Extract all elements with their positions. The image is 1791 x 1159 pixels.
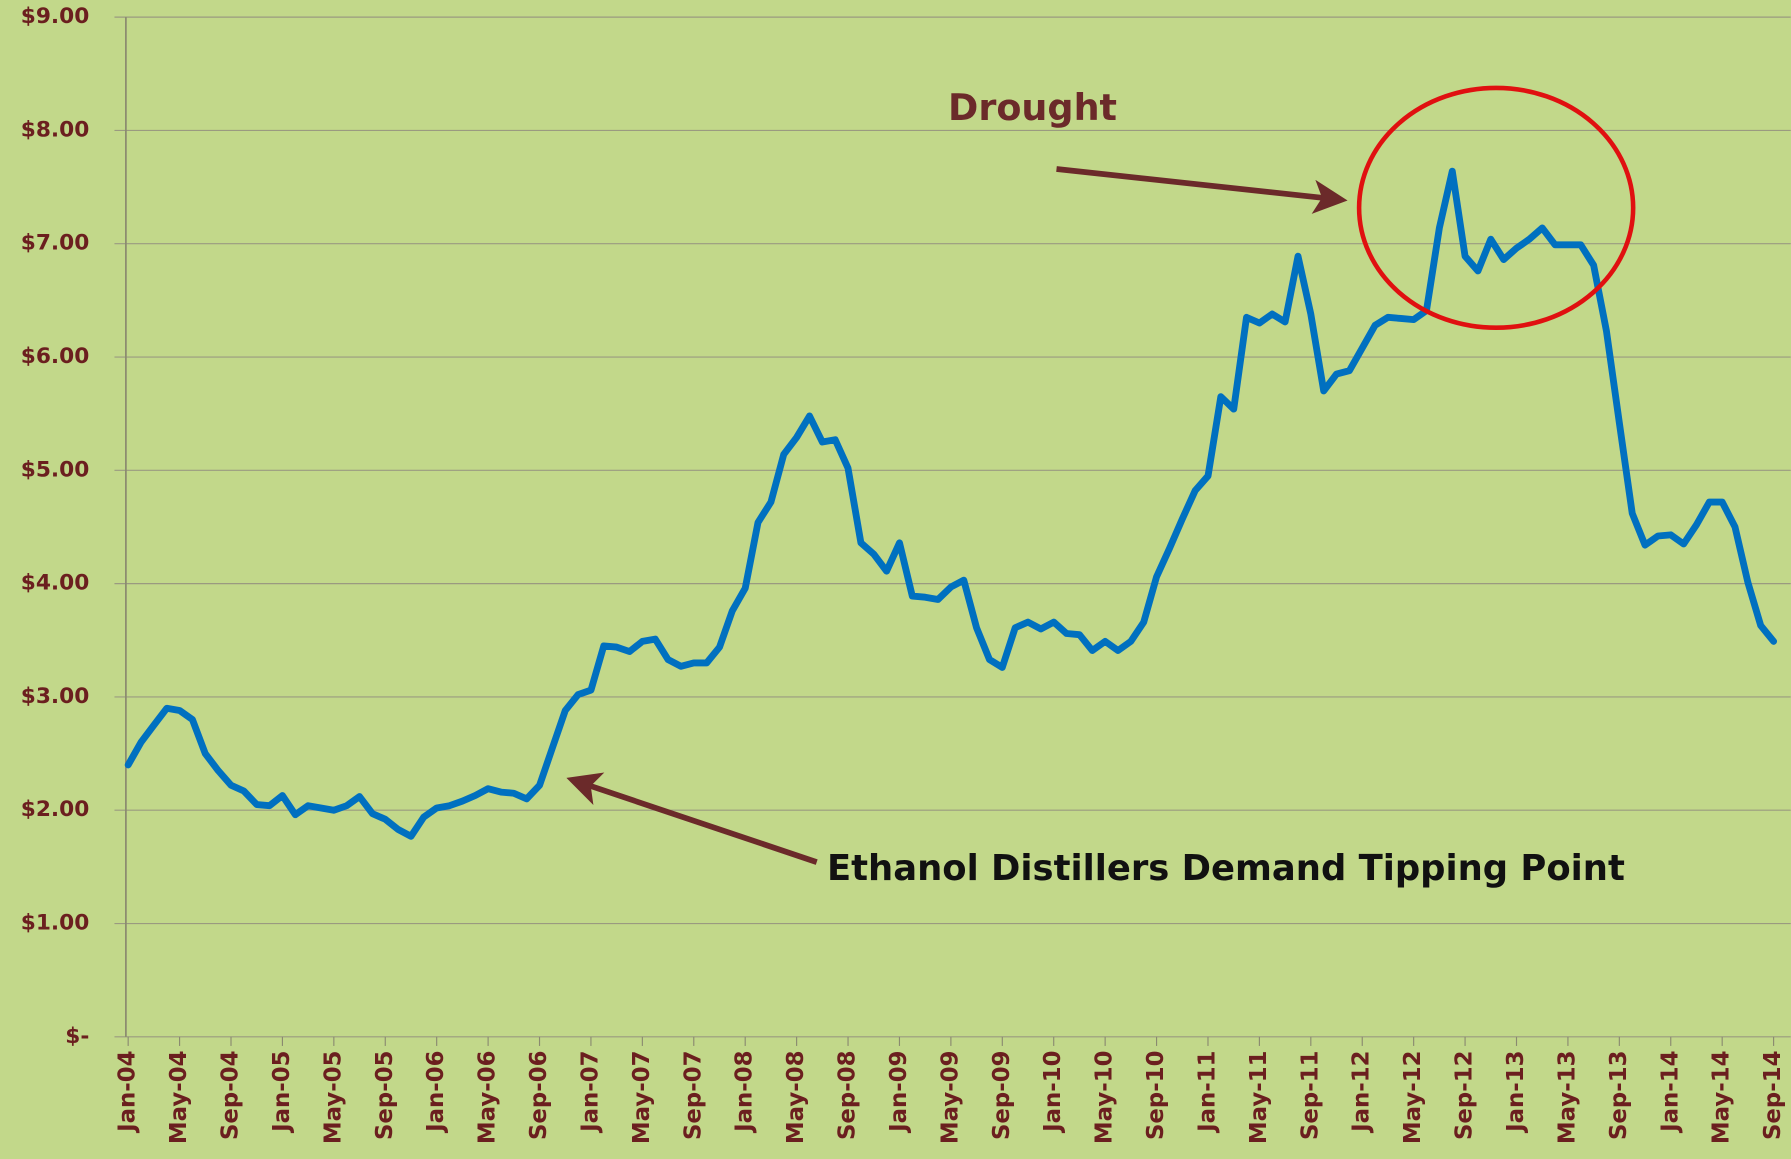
x-tick-label: Jan-08 bbox=[732, 1051, 758, 1134]
y-tick-label: $5.00 bbox=[21, 457, 90, 482]
x-tick-label: May-05 bbox=[320, 1051, 346, 1145]
x-tick-label: May-12 bbox=[1400, 1051, 1426, 1145]
x-tick-label: May-08 bbox=[783, 1051, 809, 1145]
x-tick-label: Jan-09 bbox=[886, 1051, 912, 1134]
x-tick-label: Jan-06 bbox=[423, 1051, 449, 1134]
x-tick-label: Sep-08 bbox=[835, 1051, 861, 1141]
x-tick-label: May-13 bbox=[1554, 1051, 1580, 1145]
price-line bbox=[124, 167, 1778, 840]
y-tick-label: $3.00 bbox=[21, 684, 90, 709]
y-tick-label: $2.00 bbox=[21, 797, 90, 822]
plot bbox=[124, 167, 1778, 840]
x-tick-label: Sep-14 bbox=[1760, 1051, 1786, 1141]
y-tick-label: $1.00 bbox=[21, 911, 90, 936]
y-tick-label: $7.00 bbox=[21, 231, 90, 256]
y-tick-label: $4.00 bbox=[21, 571, 90, 596]
x-tick-label: Sep-06 bbox=[526, 1051, 552, 1141]
arrow bbox=[566, 772, 818, 865]
x-tick-label: Jan-11 bbox=[1194, 1051, 1220, 1134]
x-tick-label: Sep-09 bbox=[989, 1051, 1015, 1141]
y-tick-label: $6.00 bbox=[21, 344, 90, 369]
x-tick-label: May-06 bbox=[475, 1051, 501, 1145]
x-tick-label: Sep-04 bbox=[218, 1051, 244, 1141]
x-tick-label: Jan-04 bbox=[115, 1051, 141, 1134]
y-tick-label: $- bbox=[65, 1024, 89, 1049]
x-tick-label: Jan-13 bbox=[1503, 1051, 1529, 1134]
y-tick-label: $9.00 bbox=[21, 4, 90, 29]
x-tick-label: Sep-07 bbox=[680, 1051, 706, 1141]
x-tick-label: Sep-12 bbox=[1452, 1051, 1478, 1141]
x-tick-label: Jan-05 bbox=[269, 1051, 295, 1134]
x-tick-label: Sep-11 bbox=[1297, 1051, 1323, 1141]
x-tick-label: Sep-13 bbox=[1606, 1051, 1632, 1141]
y-tick-label: $8.00 bbox=[21, 117, 90, 142]
x-tick-label: May-09 bbox=[937, 1051, 963, 1145]
highlight-circle bbox=[1356, 85, 1636, 331]
x-tick-label: Sep-10 bbox=[1143, 1051, 1169, 1141]
arrow bbox=[1056, 166, 1348, 214]
x-tick-label: Jan-07 bbox=[577, 1051, 603, 1134]
x-tick-label: Jan-12 bbox=[1349, 1051, 1375, 1134]
x-tick-label: May-04 bbox=[166, 1051, 192, 1145]
x-tick-label: Jan-10 bbox=[1040, 1051, 1066, 1134]
x-tick-label: Jan-14 bbox=[1657, 1051, 1683, 1134]
x-tick-label: May-11 bbox=[1246, 1051, 1272, 1145]
x-tick-label: May-07 bbox=[629, 1051, 655, 1145]
x-tick-label: Sep-05 bbox=[372, 1051, 398, 1141]
x-tick-label: May-14 bbox=[1709, 1051, 1735, 1145]
annotation: Ethanol Distillers Demand Tipping Point bbox=[827, 848, 1625, 889]
x-tick-label: May-10 bbox=[1092, 1051, 1118, 1145]
annotation: Drought bbox=[948, 86, 1117, 129]
